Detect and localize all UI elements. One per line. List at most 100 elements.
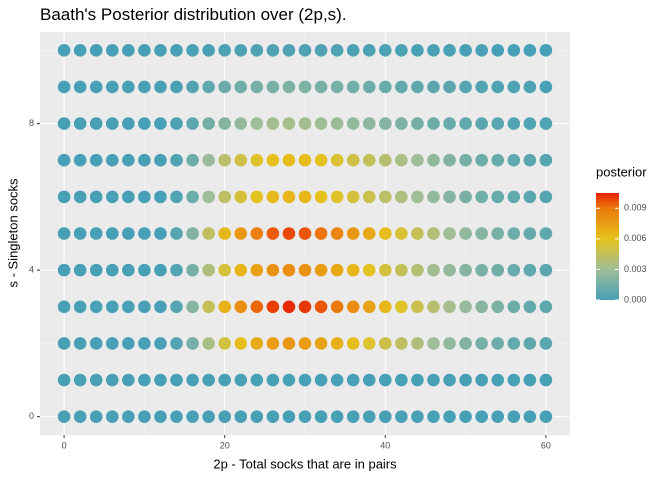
point [362, 410, 376, 423]
point [507, 227, 521, 240]
point [282, 410, 296, 423]
x-tick-label: 60 [541, 440, 551, 450]
point [154, 227, 167, 240]
point [379, 44, 392, 57]
legend-tick-label: 0.009 [624, 203, 647, 213]
point [411, 227, 424, 240]
point [218, 117, 231, 130]
point [314, 410, 328, 423]
y-tick-label: 4 [29, 265, 34, 275]
y-axis-title: s - Singleton socks [5, 178, 20, 288]
point [250, 153, 264, 167]
point [73, 410, 87, 423]
point [346, 153, 360, 167]
point [89, 117, 103, 130]
point [491, 373, 505, 387]
point [266, 80, 280, 94]
point [105, 117, 119, 130]
point [170, 117, 183, 130]
point [411, 300, 424, 314]
point [314, 117, 328, 130]
point [330, 227, 344, 240]
point [491, 190, 505, 204]
point [507, 300, 521, 314]
point [523, 300, 537, 314]
point [443, 300, 456, 314]
x-tick-label: 40 [380, 440, 390, 450]
chart-title: Baath's Posterior distribution over (2p,… [40, 5, 347, 24]
point [459, 153, 472, 167]
point [475, 153, 488, 167]
point [202, 153, 215, 167]
point [282, 300, 296, 314]
point [57, 80, 71, 94]
point [330, 337, 344, 350]
point [491, 227, 505, 240]
point [73, 300, 87, 314]
point [362, 190, 376, 204]
point [523, 227, 537, 240]
point [282, 153, 296, 167]
point [202, 410, 215, 423]
point [282, 80, 296, 94]
point [427, 190, 440, 204]
point [362, 373, 376, 387]
point [491, 117, 505, 130]
point [330, 190, 344, 204]
point [491, 337, 505, 350]
point [539, 373, 553, 387]
point [218, 263, 231, 277]
point [138, 373, 151, 387]
point [266, 227, 280, 240]
point [330, 80, 344, 94]
point [266, 263, 280, 277]
point [459, 373, 472, 387]
point [57, 190, 71, 204]
point [186, 44, 199, 57]
point [282, 227, 296, 240]
point [298, 337, 312, 350]
point [154, 190, 167, 204]
point [507, 44, 521, 57]
point [443, 44, 456, 57]
point [89, 337, 103, 350]
point [170, 44, 183, 57]
point [234, 337, 248, 350]
point [523, 190, 537, 204]
point [250, 117, 264, 130]
point [395, 373, 408, 387]
point [57, 300, 71, 314]
point [122, 153, 135, 167]
point [539, 227, 553, 240]
point [411, 44, 424, 57]
point [250, 190, 264, 204]
point [395, 227, 408, 240]
point [138, 263, 151, 277]
point [298, 227, 312, 240]
point [202, 44, 215, 57]
point [427, 80, 440, 94]
point [218, 410, 231, 423]
point [250, 44, 264, 57]
point [459, 190, 472, 204]
x-axis-title: 2p - Total socks that are in pairs [213, 456, 397, 471]
point [170, 337, 183, 350]
point [154, 153, 167, 167]
point [105, 300, 119, 314]
point [154, 117, 167, 130]
point [138, 337, 151, 350]
point [282, 117, 296, 130]
point [234, 80, 248, 94]
point [170, 190, 183, 204]
point [89, 227, 103, 240]
point [330, 263, 344, 277]
point [105, 410, 119, 423]
point [507, 263, 521, 277]
point [234, 190, 248, 204]
point [57, 337, 71, 350]
point [395, 117, 408, 130]
point [186, 153, 199, 167]
point [346, 300, 360, 314]
point [539, 80, 553, 94]
